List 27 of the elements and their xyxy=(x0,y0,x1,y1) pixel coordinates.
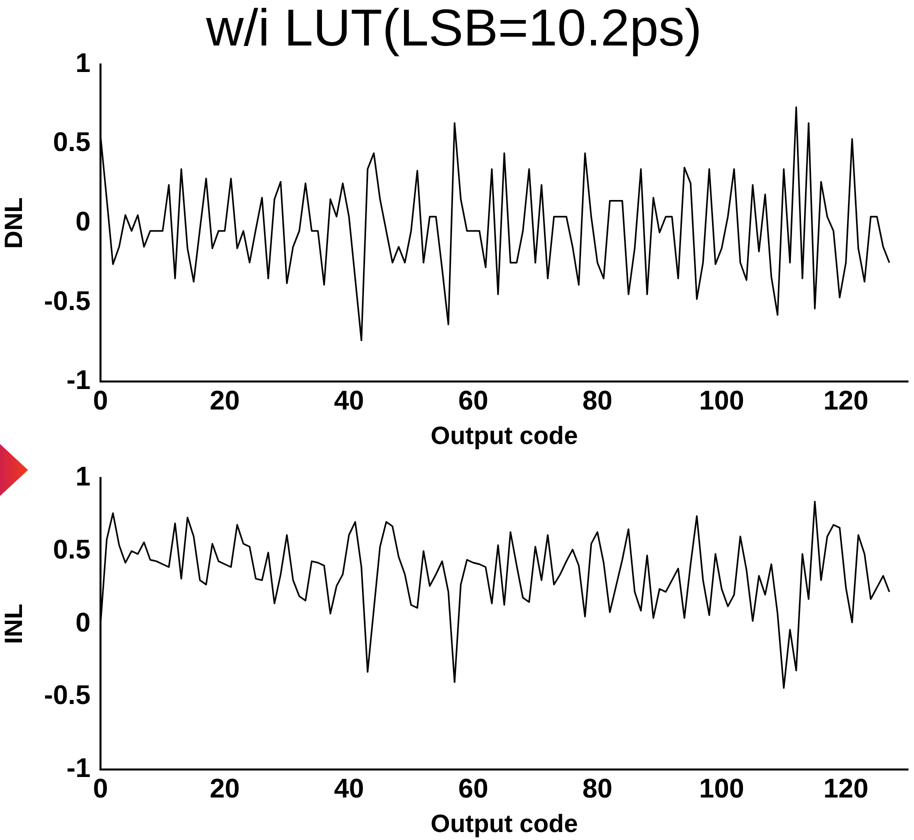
y-tick-label: 1 xyxy=(75,48,91,78)
y-tick-label: 0.5 xyxy=(52,127,91,158)
x-tick-label: 40 xyxy=(334,773,364,804)
x-tick-label: 120 xyxy=(823,385,868,416)
chart-title: w/i LUT(LSB=10.2ps) xyxy=(205,0,702,58)
x-tick-label: 40 xyxy=(334,385,364,416)
x-axis-title: Output code xyxy=(430,422,578,450)
x-tick-label: 60 xyxy=(458,773,488,804)
y-tick-label: 0.5 xyxy=(52,534,91,565)
y-tick-label: -0.5 xyxy=(44,680,91,710)
y-tick-label: 1 xyxy=(75,462,91,492)
y-axis-title: DNL xyxy=(0,197,28,249)
x-tick-label: 20 xyxy=(210,385,240,416)
y-tick-label: 0 xyxy=(75,607,91,638)
x-tick-label: 80 xyxy=(582,385,612,416)
x-tick-label: 100 xyxy=(699,773,744,804)
x-axis-title: Output code xyxy=(430,810,578,838)
y-axis-title: INL xyxy=(0,604,28,644)
x-tick-label: 120 xyxy=(823,773,868,804)
y-tick-label: 0 xyxy=(75,206,91,236)
y-tick-label: -0.5 xyxy=(44,286,91,316)
x-tick-label: 20 xyxy=(210,773,240,804)
x-tick-label: 60 xyxy=(458,385,488,416)
x-tick-label: 80 xyxy=(582,773,612,804)
y-tick-label: -1 xyxy=(66,365,91,396)
x-tick-label: 100 xyxy=(699,385,744,416)
y-tick-label: -1 xyxy=(66,753,91,784)
